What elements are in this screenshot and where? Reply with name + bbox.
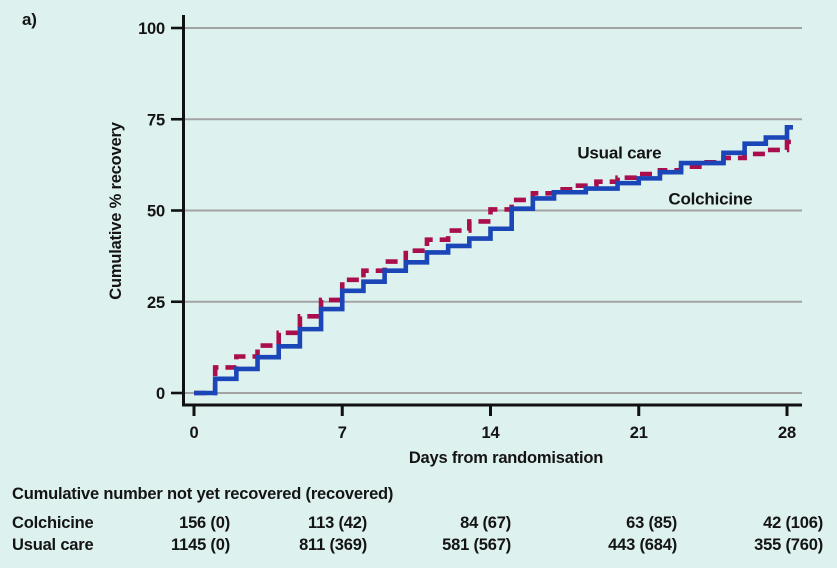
x-tick-label-21: 21 — [630, 424, 648, 442]
risk-value: 443 (684) — [608, 536, 677, 554]
usual-care-label: Usual care — [577, 144, 661, 163]
x-tick-label-28: 28 — [778, 424, 796, 442]
y-axis-title: Cumulative % recovery — [107, 121, 125, 299]
colchicine-label: Colchicine — [668, 190, 752, 209]
row-label-usual-care: Usual care — [12, 536, 94, 554]
y-tick-label-75: 75 — [147, 111, 165, 129]
risk-value: 1145 (0) — [171, 536, 230, 554]
risk-table-title: Cumulative number not yet recovered (rec… — [12, 485, 394, 503]
usual-care-curve — [194, 139, 793, 396]
y-tick-label-0: 0 — [156, 385, 165, 403]
risk-value: 84 (67) — [460, 514, 511, 532]
panel-label: a) — [22, 10, 37, 29]
x-tick-label-0: 0 — [190, 424, 199, 442]
risk-value: 811 (369) — [299, 536, 367, 554]
x-axis-title: Days from randomisation — [409, 449, 603, 467]
y-tick-label-25: 25 — [147, 294, 165, 312]
risk-value: 581 (567) — [442, 536, 511, 554]
risk-value: 63 (85) — [626, 514, 677, 532]
y-tick-label-50: 50 — [147, 203, 165, 221]
risk-table-row-usual-care: Usual care 1145 (0) 811 (369) 581 (567) … — [12, 534, 823, 556]
x-tick-label-14: 14 — [482, 424, 501, 442]
x-tick-label-7: 7 — [338, 424, 347, 442]
row-label-colchicine: Colchicine — [12, 514, 94, 532]
y-tick-label-100: 100 — [138, 20, 165, 38]
colchicine-curve — [194, 124, 793, 396]
risk-value: 113 (42) — [308, 514, 367, 532]
risk-value: 355 (760) — [754, 536, 823, 554]
risk-table-row-colchicine: Colchicine 156 (0) 113 (42) 84 (67) 63 (… — [12, 512, 823, 534]
risk-value: 156 (0) — [179, 514, 230, 532]
cumulative-recovery-chart: 0 25 50 75 100 0 7 14 21 28 Cumulative % recovery D… — [107, 15, 802, 467]
risk-value: 42 (106) — [763, 514, 823, 532]
